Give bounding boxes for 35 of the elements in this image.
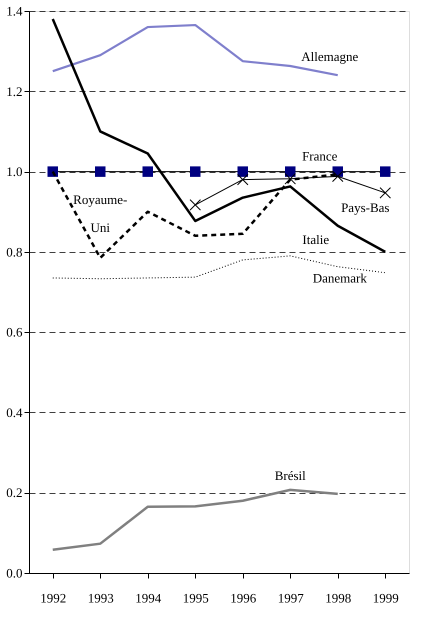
point — [284, 173, 296, 185]
point — [95, 166, 106, 177]
series-label: France — [302, 148, 338, 164]
point — [237, 174, 248, 186]
point — [285, 166, 296, 177]
x-tick-label: 1995 — [182, 590, 209, 606]
series-label: Danemark — [312, 270, 368, 286]
point — [332, 170, 344, 182]
y-tick-label: 0.2 — [6, 485, 22, 500]
line-series — [52, 488, 339, 551]
series-label: Allemagne — [301, 49, 358, 64]
point — [380, 187, 391, 199]
x-tick-label: 1999 — [372, 590, 399, 606]
y-tick-label: 1.0 — [6, 164, 22, 180]
series-label: Royaume-Uni — [73, 192, 128, 235]
series-label: Brésil — [274, 468, 306, 483]
point — [190, 166, 200, 177]
series-label: Italie — [302, 232, 330, 247]
x-tick-label: 1994 — [135, 590, 162, 606]
y-tick-label: 0.6 — [6, 324, 23, 340]
x-tick-label: 1996 — [230, 590, 257, 606]
point — [238, 166, 248, 177]
x-tick-label: 1992 — [40, 590, 66, 606]
y-tick-label: 1.4 — [6, 4, 23, 18]
y-tick-label: 0.4 — [6, 404, 23, 420]
point — [190, 199, 201, 211]
x-tick-label: 1993 — [88, 590, 114, 606]
y-tick-label: 0.0 — [6, 566, 22, 580]
x-tick-label: 1997 — [278, 590, 304, 606]
point — [380, 166, 390, 177]
point — [142, 166, 153, 177]
series-label: Pays-Bas — [341, 200, 390, 215]
y-tick-label: 1.2 — [6, 84, 22, 99]
x-tick-label: 1998 — [325, 590, 352, 606]
y-tick-label: 0.8 — [6, 244, 22, 260]
